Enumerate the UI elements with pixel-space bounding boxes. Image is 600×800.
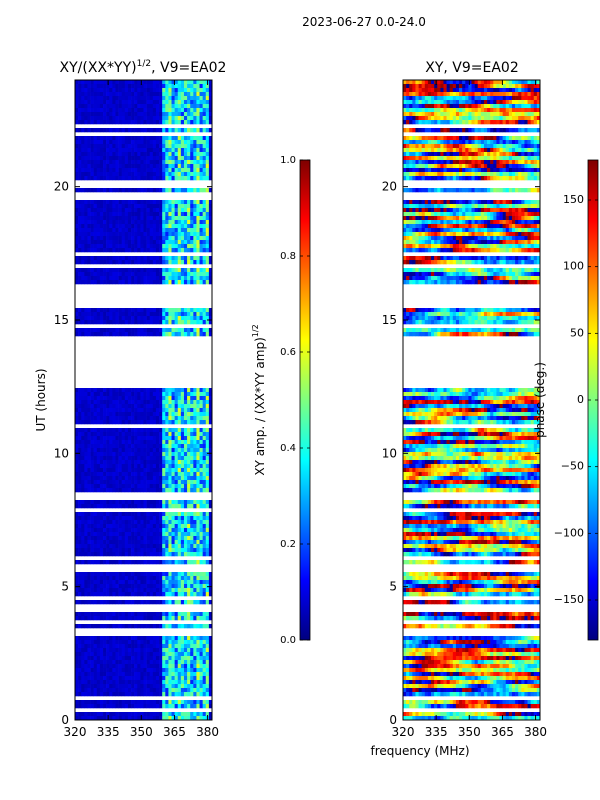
x-tick-label: 335 [97, 725, 120, 739]
x-tick-label: 335 [425, 725, 448, 739]
phase-xlabel: frequency (MHz) [370, 744, 469, 758]
colorbar-tick-label: −100 [554, 526, 584, 539]
colorbar-tick-label: 100 [563, 260, 584, 273]
colorbar-tick-label: 0.6 [280, 347, 296, 358]
y-tick-label: 10 [382, 446, 397, 460]
phase-axis-ticks: 320 335 350 365 380 0 5 10 15 20 [382, 80, 547, 739]
x-tick-label: 320 [392, 725, 415, 739]
y-tick-label: 10 [54, 446, 69, 460]
amplitude-axis-ticks: 320 335 350 365 380 0 5 10 15 20 [54, 80, 219, 739]
colorbar-tick-label: 1.0 [280, 155, 296, 166]
y-tick-label: 20 [54, 180, 69, 194]
panel-phase: XY, V9=EA02 320 335 350 365 380 0 5 10 15 20 freq… [370, 60, 547, 758]
x-tick-label: 380 [524, 725, 547, 739]
amplitude-colorbar-ticks: 0.0 0.2 0.4 0.6 0.8 1.0 [280, 155, 310, 646]
y-tick-label: 20 [382, 180, 397, 194]
amplitude-heatmap [75, 80, 213, 721]
phase-axes-frame [402, 79, 541, 721]
panel-phase-title: XY, V9=EA02 [425, 60, 519, 76]
suptitle: 2023-06-27 0.0-24.0 [302, 15, 426, 29]
y-tick-label: 0 [61, 713, 69, 727]
phase-colorbar-label: phase (deg.) [533, 362, 547, 438]
x-tick-label: 380 [196, 725, 219, 739]
panel-amplitude-title: XY/(XX*YY)1/2, V9=EA02 [60, 59, 227, 76]
x-tick-label: 350 [130, 725, 153, 739]
x-tick-label: 365 [491, 725, 514, 739]
x-tick-label: 365 [163, 725, 186, 739]
panel-amplitude: XY/(XX*YY)1/2, V9=EA02 320 335 350 365 380 0 5… [34, 59, 226, 739]
y-tick-label: 15 [54, 313, 69, 327]
colorbar-tick-label: 0 [577, 393, 584, 406]
phase-colorbar: −150 −100 −50 0 50 100 150 phase (deg.) [533, 159, 599, 641]
x-tick-label: 350 [458, 725, 481, 739]
phase-heatmap [403, 80, 541, 721]
y-tick-label: 0 [389, 713, 397, 727]
y-tick-label: 15 [382, 313, 397, 327]
colorbar-tick-label: 0.2 [280, 539, 296, 550]
phase-colorbar-ticks: −150 −100 −50 0 50 100 150 [554, 193, 598, 606]
y-tick-label: 5 [61, 580, 69, 594]
amplitude-axes-frame [74, 79, 213, 721]
amplitude-colorbar: 0.0 0.2 0.4 0.6 0.8 1.0 XY amp. / (XX*YY amp)… [251, 155, 311, 646]
y-tick-label: 5 [389, 580, 397, 594]
colorbar-tick-label: 0.8 [280, 251, 296, 262]
amplitude-colorbar-bar [299, 159, 311, 641]
colorbar-tick-label: −150 [554, 593, 584, 606]
colorbar-tick-label: 150 [563, 193, 584, 206]
colorbar-tick-label: −50 [561, 460, 584, 473]
amplitude-ylabel: UT (hours) [34, 368, 48, 431]
colorbar-tick-label: 0.0 [280, 635, 296, 646]
x-tick-label: 320 [64, 725, 87, 739]
colorbar-tick-label: 50 [570, 326, 584, 339]
colorbar-tick-label: 0.4 [280, 443, 296, 454]
amplitude-colorbar-label: XY amp. / (XX*YY amp)1/2 [251, 324, 267, 475]
